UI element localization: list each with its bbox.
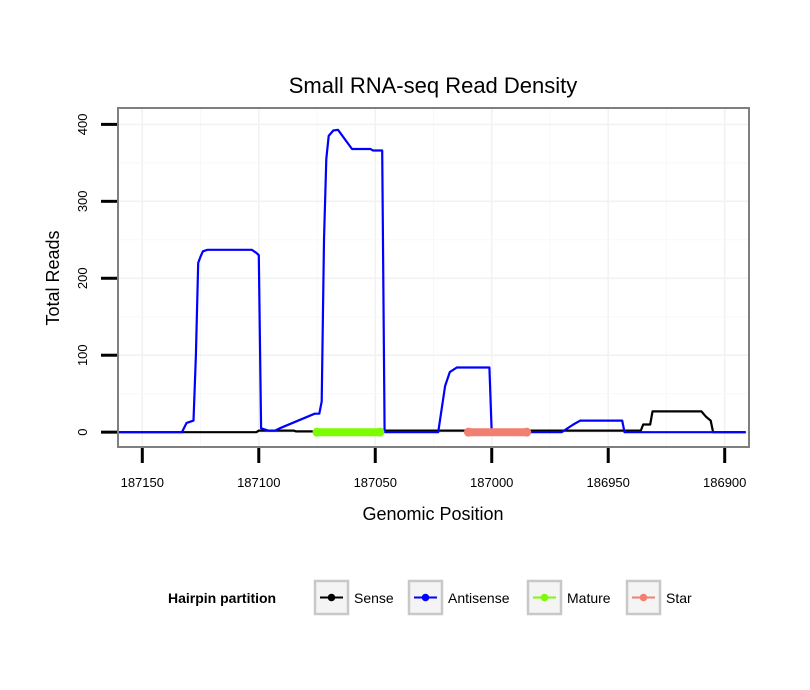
legend-swatch-point-mature <box>540 593 549 602</box>
series-layer <box>116 128 746 437</box>
legend-item-sense: Sense <box>313 579 394 616</box>
legend-items: Sense Antisense Mature Star <box>313 579 692 616</box>
x-tick-label: 187100 <box>237 475 280 490</box>
y-tick-label: 0 <box>75 429 90 436</box>
x-tick-label: 187150 <box>121 475 164 490</box>
legend-swatch-point-antisense <box>421 593 430 602</box>
y-tick-label: 200 <box>75 267 90 289</box>
chart-title: Small RNA-seq Read Density <box>289 73 578 98</box>
legend: Hairpin partition Sense Antisense Mature St… <box>168 579 692 616</box>
x-tick-label: 186950 <box>587 475 630 490</box>
grid <box>119 109 748 446</box>
legend-swatch-point-star <box>639 593 648 602</box>
legend-item-antisense: Antisense <box>407 579 510 616</box>
series-mature-point <box>375 427 385 437</box>
plot-border <box>117 107 750 448</box>
series-sense-line <box>116 410 746 434</box>
x-tick-label: 187000 <box>470 475 513 490</box>
legend-label-star: Star <box>666 590 692 606</box>
series-star-point <box>463 427 473 437</box>
legend-swatch-point-sense <box>327 593 336 602</box>
x-axis-title: Genomic Position <box>362 504 503 524</box>
y-tick-label: 300 <box>75 190 90 212</box>
x-tick-label: 186900 <box>703 475 746 490</box>
x-tick-label: 187050 <box>354 475 397 490</box>
y-axis-title: Total Reads <box>43 230 63 325</box>
series-mature-point <box>312 427 322 437</box>
axes: 187150 187100 187050 187000 186950 186900 0 100… <box>75 114 746 490</box>
y-tick-label: 400 <box>75 114 90 136</box>
legend-label-sense: Sense <box>354 590 394 606</box>
legend-label-antisense: Antisense <box>448 590 510 606</box>
y-tick-label: 100 <box>75 344 90 366</box>
legend-label-mature: Mature <box>567 590 611 606</box>
series-antisense-line <box>116 128 746 434</box>
legend-title: Hairpin partition <box>168 590 276 606</box>
legend-item-star: Star <box>625 579 692 616</box>
series-star-point <box>522 427 532 437</box>
legend-item-mature: Mature <box>526 579 611 616</box>
